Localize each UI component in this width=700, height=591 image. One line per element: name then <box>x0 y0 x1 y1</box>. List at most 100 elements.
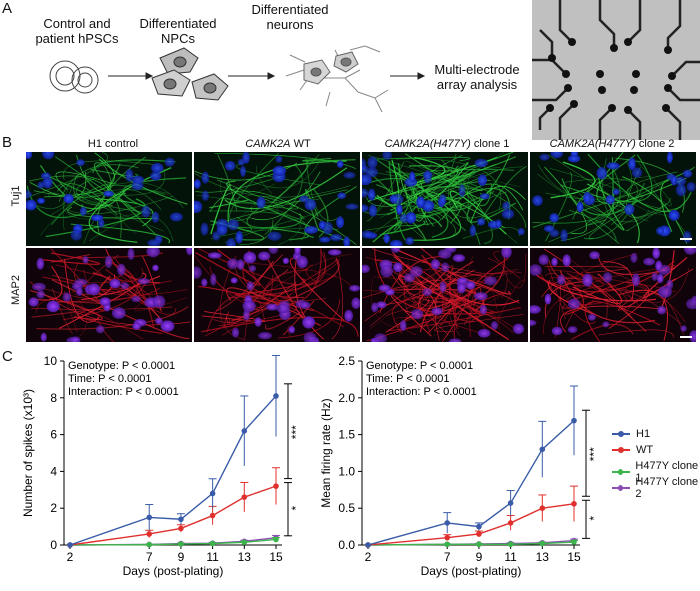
y-tick-label: 6 <box>50 428 57 442</box>
series-line <box>69 395 277 546</box>
significance-brackets <box>284 383 292 537</box>
data-point <box>539 446 546 453</box>
y-tick-label: 1.0 <box>338 464 355 478</box>
column-title-gene: CAMK2A(H477Y) <box>384 138 471 150</box>
legend-item: H477Y clone 2 <box>612 476 700 500</box>
x-tick-label: 7 <box>146 550 153 564</box>
series-wt <box>67 467 280 548</box>
x-tick-label: 9 <box>178 550 185 564</box>
x-tick-label: 11 <box>206 550 219 564</box>
significance-brackets <box>582 409 590 539</box>
legend-label: WT <box>636 444 654 456</box>
stat-line: Genotype: P < 0.0001 <box>68 360 175 372</box>
column-title-suffix: WT <box>290 138 311 150</box>
data-point <box>209 490 216 497</box>
panel-letter-b: B <box>2 134 13 151</box>
tuj1-micrograph-2 <box>194 152 360 246</box>
stat-line: Time: P < 0.0001 <box>68 373 151 385</box>
data-point <box>571 417 577 424</box>
data-point <box>476 523 482 530</box>
data-point <box>444 541 451 548</box>
legend-marker-icon <box>612 447 630 453</box>
step-neurons-label: Differentiated neurons <box>251 2 329 32</box>
stat-line: Genotype: P < 0.0001 <box>366 360 473 372</box>
neurons-icon <box>285 45 389 113</box>
y-tick-label: 8 <box>50 391 57 405</box>
y-tick-label: 2 <box>50 501 57 515</box>
y-axis-label: Number of spikes (x10³) <box>21 389 35 517</box>
legend-marker-icon <box>612 469 630 475</box>
column-title-2: CAMK2A WT <box>198 138 358 150</box>
panel-a-schematic <box>49 0 700 140</box>
data-point <box>571 500 577 507</box>
map2-micrograph-4 <box>530 248 696 342</box>
data-point <box>241 539 248 546</box>
significance-label: *** <box>289 425 303 439</box>
y-tick-label: 2.0 <box>338 391 355 405</box>
data-point <box>146 514 153 521</box>
column-title-suffix: clone 2 <box>635 138 675 150</box>
legend-label: H1 <box>636 428 651 440</box>
series-h477y-clone-1 <box>365 539 578 548</box>
tuj1-micrograph-3 <box>362 152 528 246</box>
data-point <box>178 525 184 532</box>
tuj1-micrograph-1 <box>26 152 192 246</box>
series-line <box>69 485 277 546</box>
y-tick-label: 4 <box>50 464 57 478</box>
series-line <box>367 541 575 546</box>
legend-label: H477Y clone 2 <box>635 476 699 500</box>
data-point <box>444 520 451 526</box>
data-point <box>241 428 248 434</box>
data-point <box>476 541 482 548</box>
data-point <box>209 540 216 547</box>
x-tick-label: 2 <box>365 550 372 564</box>
x-tick-label: 15 <box>567 550 581 564</box>
series-wt <box>365 485 578 548</box>
data-point <box>507 520 514 526</box>
y-tick-label: 0.0 <box>338 538 355 552</box>
y-tick-label: 1.5 <box>338 428 355 442</box>
y-axis-label: Mean firing rate (Hz) <box>319 398 333 507</box>
data-point <box>241 494 248 500</box>
row-label-map2: MAP2 <box>10 275 22 305</box>
data-point <box>539 505 546 511</box>
data-point <box>273 393 279 399</box>
significance-label: * <box>289 506 303 511</box>
stat-line: Interaction: P < 0.0001 <box>68 386 179 398</box>
micrograph-grid <box>26 152 696 342</box>
column-title-1: H1 control <box>33 138 193 150</box>
series-line <box>367 420 575 546</box>
data-point <box>571 539 577 545</box>
series-h1 <box>67 354 280 548</box>
data-point <box>444 534 451 541</box>
npc-cells-icon <box>151 47 229 101</box>
data-point <box>209 512 216 519</box>
x-tick-label: 15 <box>269 550 283 564</box>
step-npcs-label: Differentiated NPCs <box>139 16 217 46</box>
data-point <box>178 516 184 523</box>
stat-line: Interaction: P < 0.0001 <box>366 386 477 398</box>
y-tick-label: 2.5 <box>338 354 355 368</box>
hpsc-cells-icon <box>49 60 99 94</box>
map2-micrograph-1 <box>26 248 192 342</box>
x-axis-label: Days (post-plating) <box>421 564 522 578</box>
scale-bar <box>680 336 692 338</box>
data-point <box>507 541 514 548</box>
data-point <box>539 540 546 547</box>
column-title-4: CAMK2A(H477Y) clone 2 <box>532 138 692 150</box>
x-tick-label: 2 <box>67 550 74 564</box>
column-title-suffix: clone 1 <box>470 138 510 150</box>
x-tick-label: 13 <box>238 550 252 564</box>
significance-label: *** <box>587 447 601 461</box>
column-title-text: H1 control <box>87 138 139 150</box>
legend-marker-icon <box>612 431 630 437</box>
step-mea-label: Multi-electrode array analysis <box>434 62 520 92</box>
x-tick-label: 9 <box>476 550 483 564</box>
panel-letter-a: A <box>2 0 13 17</box>
stat-line: Time: P < 0.0001 <box>366 373 449 385</box>
panel-letter-c: C <box>2 348 13 365</box>
y-tick-label: 10 <box>44 354 58 368</box>
row-label-tuj1: Tuj1 <box>10 185 22 207</box>
map2-micrograph-3 <box>362 248 528 342</box>
